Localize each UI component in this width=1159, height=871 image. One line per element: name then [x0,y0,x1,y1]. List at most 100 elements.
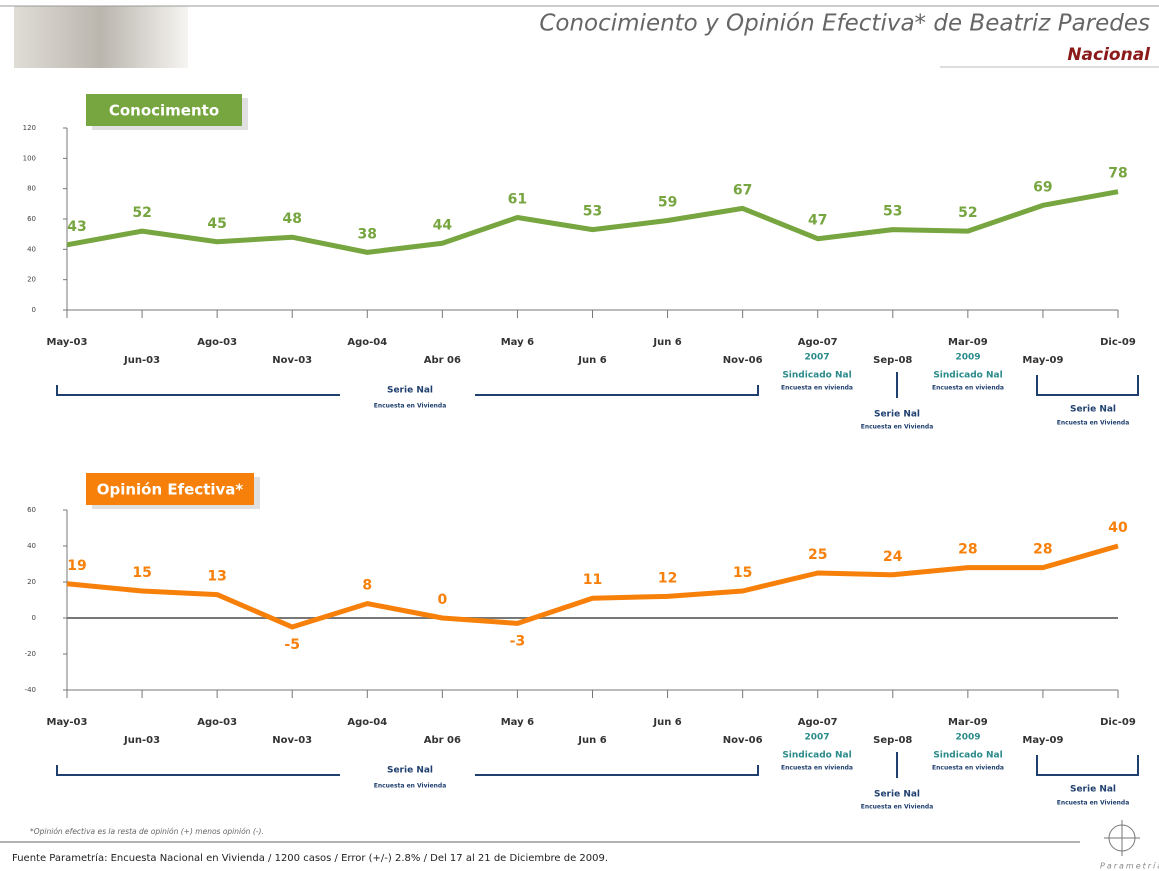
y-tick-label: -40 [25,686,36,694]
annotation: Encuesta en vivienda [932,385,1004,392]
y-tick-label: 40 [27,542,36,550]
value-label: 12 [658,570,677,586]
line-series [66,543,1119,630]
value-label: 28 [958,542,977,558]
x-tick-label: Dic-09 [1100,337,1136,348]
value-label: 59 [658,195,677,211]
value-label: 15 [132,565,151,581]
x-tick-label: Sep-08 [873,735,912,746]
x-tick-label: Jun 6 [652,337,681,348]
x-tick-label: Mar-09 [948,337,988,348]
value-label: 40 [1108,520,1128,536]
value-label: 43 [67,219,86,235]
annotation: Sindicado Nal [782,751,851,761]
value-label: 25 [808,547,827,563]
bracket [56,385,759,396]
x-tick-label: Jun-03 [123,735,160,746]
x-tick-label: Abr 06 [424,355,461,366]
bracket [1036,755,1139,776]
chart-title: Conocimento [109,102,219,120]
annotation: Encuesta en Vivienda [1057,420,1130,427]
value-label: 61 [508,191,527,207]
value-label: 69 [1033,179,1052,195]
header-photo [14,6,188,68]
value-label: 0 [437,592,447,608]
x-tick-label: Sep-08 [873,355,912,366]
annotation: Encuesta en Vivienda [861,424,934,431]
y-tick-label: 80 [27,185,36,193]
chart-title-box [86,94,242,126]
x-tick-label: Nov-03 [272,735,312,746]
x-tick-label: Ago-03 [197,717,237,728]
value-label: -5 [284,637,300,653]
bracket [1036,375,1139,396]
value-label: 53 [883,204,902,220]
value-label: 24 [883,549,903,565]
annotation: Encuesta en Vivienda [1057,800,1130,807]
value-label: 52 [958,205,977,221]
annotation: Sindicado Nal [933,751,1002,761]
x-tick-label: Ago-03 [197,337,237,348]
annotation: Sindicado Nal [782,371,851,381]
x-tick-label: May-03 [47,337,88,348]
x-tick-label: Ago-04 [347,717,387,728]
value-label: 15 [733,565,752,581]
x-tick-label: Mar-09 [948,717,988,728]
x-tick-label: Ago-07 [798,717,838,728]
x-tick-label: Dic-09 [1100,717,1136,728]
line-series [66,189,1119,255]
value-label: 47 [808,213,827,229]
value-label: -3 [510,633,526,649]
value-label: 48 [282,211,301,227]
x-tick-label: Nov-06 [723,355,763,366]
annotation: Sindicado Nal [933,371,1002,381]
value-label: 67 [733,182,752,198]
value-label: 13 [207,569,226,585]
annotation: Serie Nal [387,386,433,396]
x-tick-label: Jun-03 [123,355,160,366]
y-tick-label: -20 [25,650,36,658]
y-tick-label: 60 [27,215,36,223]
value-label: 19 [67,558,86,574]
y-tick-label: 120 [23,124,36,132]
logo-text: Parametría [1100,862,1159,871]
x-tick-label: May 6 [501,337,534,348]
annotation: Serie Nal [1070,405,1116,415]
value-label: 52 [132,205,151,221]
annotation: 2009 [955,733,980,743]
annotation: Serie Nal [387,766,433,776]
chart-title: Opinión Efectiva* [97,481,244,499]
x-tick-label: Jun 6 [652,717,681,728]
x-tick-label: May-09 [1022,735,1063,746]
y-tick-label: 0 [32,306,36,314]
y-tick-label: 100 [23,154,36,162]
x-tick-label: Abr 06 [424,735,461,746]
value-label: 38 [358,226,377,242]
y-tick-label: 0 [32,614,36,622]
annotation: 2007 [804,353,829,363]
value-label: 44 [433,217,453,233]
annotation: 2009 [955,353,980,363]
annotation: Encuesta en vivienda [781,765,853,772]
y-tick-label: 60 [27,506,36,514]
annotation: Serie Nal [874,410,920,420]
page-title: Conocimiento y Opinión Efectiva* de Beat… [539,11,1150,37]
value-label: 11 [583,572,602,588]
annotation: Encuesta en Vivienda [374,783,447,790]
annotation: Encuesta en Vivienda [861,804,934,811]
bracket [56,765,759,776]
x-tick-label: May-03 [47,717,88,728]
x-tick-label: Ago-04 [347,337,387,348]
annotation: 2007 [804,733,829,743]
annotation: Serie Nal [1070,785,1116,795]
value-label: 8 [362,578,372,594]
value-label: 78 [1108,166,1127,182]
annotation: Encuesta en Vivienda [374,403,447,410]
y-tick-label: 20 [27,276,36,284]
page-subtitle: Nacional [1067,45,1151,65]
x-tick-label: Ago-07 [798,337,838,348]
y-tick-label: 20 [27,578,36,586]
annotation: Encuesta en vivienda [932,765,1004,772]
